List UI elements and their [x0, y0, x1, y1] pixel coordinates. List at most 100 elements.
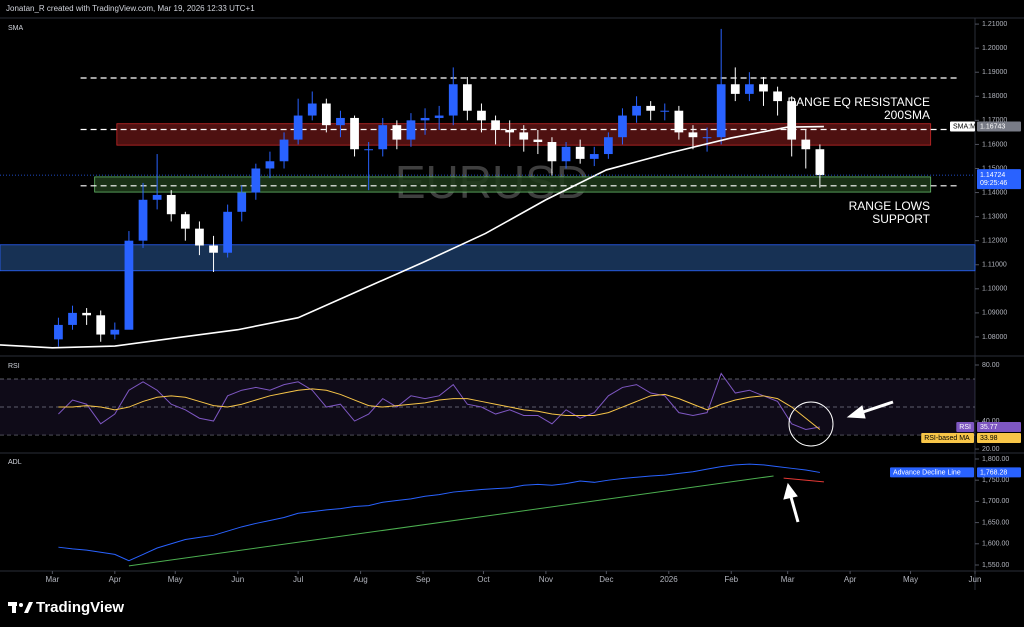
- annotation: SUPPORT: [872, 212, 930, 226]
- candle-body: [392, 125, 402, 140]
- y-tick-label: 1.15000: [982, 165, 1007, 172]
- legend-tag-box: [890, 467, 974, 478]
- value-tag-box: [977, 421, 1021, 432]
- candle-body: [646, 105, 656, 111]
- candle-body: [491, 120, 500, 130]
- annotation: 200SMA: [884, 108, 930, 122]
- x-tick-label: Jun: [969, 575, 982, 584]
- zone: [94, 176, 932, 193]
- annotation: RANGE EQ RESISTANCE: [788, 95, 930, 109]
- y-tick-label: 1.12000: [982, 238, 1007, 245]
- candle-body: [702, 137, 712, 139]
- candle-body: [477, 110, 486, 121]
- panel-label: ADL: [8, 459, 22, 466]
- value-tag: 1,768.28: [980, 469, 1007, 476]
- candle-body: [350, 117, 359, 150]
- trend-line: [783, 477, 824, 483]
- x-tick-label: Dec: [599, 575, 613, 584]
- candle-body: [759, 84, 768, 92]
- value-tag-box: [977, 432, 1021, 443]
- candle-body: [561, 146, 571, 162]
- y-tick-label: 1,600.00: [982, 541, 1009, 548]
- price-tag-box: [977, 169, 1021, 190]
- candle-body: [674, 110, 684, 133]
- value-tag: 33.98: [980, 435, 998, 442]
- candle-body: [237, 192, 247, 212]
- candle-body: [209, 245, 218, 253]
- candle-body: [251, 168, 261, 193]
- x-tick-label: Oct: [477, 575, 490, 584]
- candle-body: [787, 101, 797, 140]
- candle-body: [336, 117, 345, 126]
- candle-body: [138, 199, 148, 241]
- series-line: [58, 388, 821, 430]
- legend-tag: Advance Decline Line: [893, 469, 961, 476]
- candle-body: [68, 312, 77, 325]
- legend-tag-box: [921, 432, 974, 443]
- candle-body: [815, 149, 825, 176]
- candle-body: [547, 142, 557, 162]
- x-tick-label: Nov: [539, 575, 553, 584]
- candle-body: [406, 120, 416, 140]
- candle-body: [745, 84, 754, 94]
- candle-body: [660, 110, 670, 112]
- x-tick-label: Apr: [109, 575, 122, 584]
- candle-body: [434, 115, 444, 118]
- y-tick-label: 1.18000: [982, 93, 1007, 100]
- panel-label: SMA: [8, 25, 24, 32]
- candle-body: [54, 324, 63, 340]
- candle-body: [618, 115, 627, 138]
- sma-tag-value: 1.16743: [980, 123, 1005, 130]
- series-line: [58, 463, 820, 562]
- candle-body: [180, 214, 190, 229]
- trend-line: [128, 475, 774, 567]
- candle-body: [730, 84, 740, 94]
- sma-tag-name-box: [950, 121, 975, 132]
- value-tag-box: [977, 467, 1021, 478]
- y-tick-label: 1.17000: [982, 117, 1007, 124]
- candle-body: [307, 103, 317, 116]
- panel-label: RSI: [8, 363, 20, 370]
- candle-body: [124, 240, 134, 330]
- candle-body: [716, 84, 726, 138]
- y-tick-label: 1,550.00: [982, 562, 1009, 569]
- candle-body: [801, 139, 811, 150]
- x-tick-label: Apr: [844, 575, 857, 584]
- candle-body: [589, 154, 599, 159]
- sma-tag-name: SMA:MA: [953, 123, 981, 130]
- y-tick-label: 1,750.00: [982, 477, 1009, 484]
- candle-body: [223, 211, 233, 253]
- brand-name: TradingView: [36, 599, 124, 616]
- y-tick-label: 1.16000: [982, 141, 1007, 148]
- candle-body: [152, 194, 162, 200]
- y-tick-label: 20.00: [982, 446, 1000, 453]
- y-tick-label: 1.08000: [982, 334, 1007, 341]
- price-tag: 1.14724: [980, 172, 1005, 179]
- candle-body: [195, 228, 204, 246]
- highlight-circle: [788, 401, 834, 447]
- candle-body: [321, 103, 331, 126]
- sma-line: [0, 125, 824, 349]
- x-tick-label: Jul: [293, 575, 303, 584]
- candle-body: [773, 91, 782, 102]
- footer: [0, 590, 1024, 627]
- legend-tag: RSI-based MA: [924, 435, 970, 442]
- y-tick-label: 1.19000: [982, 69, 1007, 76]
- y-tick-label: 40.00: [982, 418, 1000, 425]
- y-tick-label: 80.00: [982, 362, 1000, 369]
- y-tick-label: 1.10000: [982, 286, 1007, 293]
- y-tick-label: 1.20000: [982, 45, 1007, 52]
- arrow: [846, 400, 894, 419]
- candle-body: [364, 149, 374, 151]
- x-tick-label: Feb: [724, 575, 738, 584]
- candle-body: [420, 117, 430, 121]
- x-tick-label: May: [903, 575, 918, 584]
- candle-body: [279, 139, 289, 162]
- legend-tag-box: [956, 421, 974, 432]
- candle-body: [96, 315, 106, 335]
- header: Jonatan_R created with TradingView.com, …: [6, 4, 255, 13]
- zone: [0, 244, 976, 272]
- y-tick-label: 1,800.00: [982, 456, 1009, 463]
- candle-body: [603, 137, 613, 155]
- candle-body: [110, 329, 120, 335]
